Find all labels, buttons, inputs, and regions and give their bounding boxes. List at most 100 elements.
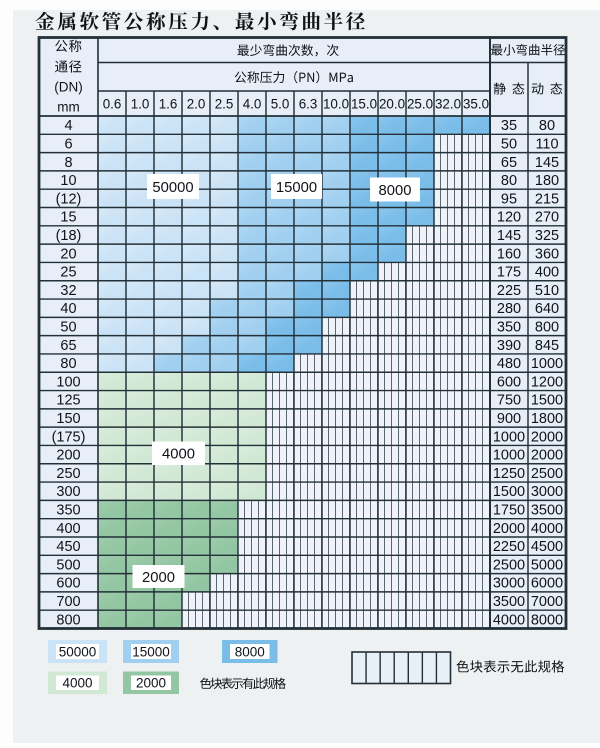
svg-text:15000: 15000 bbox=[132, 644, 170, 659]
svg-text:25.0: 25.0 bbox=[407, 97, 433, 112]
svg-text:400: 400 bbox=[535, 265, 559, 281]
svg-text:2000: 2000 bbox=[142, 570, 175, 586]
svg-text:35.0: 35.0 bbox=[463, 97, 489, 112]
svg-text:15.0: 15.0 bbox=[351, 97, 377, 112]
svg-text:5000: 5000 bbox=[531, 557, 563, 573]
svg-text:4500: 4500 bbox=[531, 539, 563, 555]
svg-text:800: 800 bbox=[535, 320, 559, 336]
svg-text:4000: 4000 bbox=[62, 676, 92, 691]
svg-text:80: 80 bbox=[60, 356, 76, 372]
svg-text:1.0: 1.0 bbox=[131, 97, 150, 112]
svg-text:510: 510 bbox=[535, 283, 559, 299]
svg-text:120: 120 bbox=[497, 210, 521, 226]
svg-text:2.0: 2.0 bbox=[187, 97, 206, 112]
svg-text:10.0: 10.0 bbox=[323, 97, 349, 112]
svg-text:1250: 1250 bbox=[493, 466, 525, 482]
svg-text:110: 110 bbox=[535, 137, 558, 153]
svg-text:250: 250 bbox=[56, 466, 80, 482]
svg-text:50000: 50000 bbox=[59, 644, 97, 659]
svg-text:2000: 2000 bbox=[136, 676, 166, 691]
svg-text:6.3: 6.3 bbox=[299, 97, 318, 112]
svg-text:25: 25 bbox=[60, 265, 76, 281]
svg-text:32.0: 32.0 bbox=[435, 97, 461, 112]
svg-text:450: 450 bbox=[56, 539, 80, 555]
svg-text:480: 480 bbox=[497, 356, 521, 372]
svg-text:4000: 4000 bbox=[493, 612, 525, 628]
svg-text:65: 65 bbox=[60, 338, 76, 354]
svg-text:2000: 2000 bbox=[531, 448, 563, 464]
svg-text:7000: 7000 bbox=[531, 594, 563, 610]
svg-text:1000: 1000 bbox=[493, 448, 525, 464]
svg-text:1000: 1000 bbox=[493, 429, 525, 445]
svg-text:3000: 3000 bbox=[493, 576, 525, 592]
svg-text:mm: mm bbox=[57, 100, 80, 115]
svg-text:1000: 1000 bbox=[531, 356, 563, 372]
svg-text:40: 40 bbox=[60, 301, 76, 317]
svg-text:1500: 1500 bbox=[531, 393, 563, 409]
svg-text:8000: 8000 bbox=[379, 183, 412, 199]
svg-text:400: 400 bbox=[56, 521, 80, 537]
svg-text:8000: 8000 bbox=[235, 644, 265, 659]
svg-text:4000: 4000 bbox=[162, 447, 195, 463]
svg-text:6000: 6000 bbox=[531, 576, 563, 592]
svg-text:6: 6 bbox=[64, 137, 72, 153]
svg-text:3000: 3000 bbox=[531, 484, 563, 500]
svg-text:350: 350 bbox=[56, 503, 80, 519]
svg-text:32: 32 bbox=[60, 283, 76, 299]
svg-text:0.6: 0.6 bbox=[103, 97, 122, 112]
svg-text:145: 145 bbox=[535, 155, 559, 171]
svg-text:3500: 3500 bbox=[493, 594, 525, 610]
svg-text:800: 800 bbox=[56, 612, 80, 628]
svg-text:700: 700 bbox=[56, 594, 80, 610]
svg-text:80: 80 bbox=[539, 118, 555, 134]
svg-text:100: 100 bbox=[56, 374, 80, 390]
svg-text:640: 640 bbox=[535, 301, 559, 317]
svg-text:3500: 3500 bbox=[531, 503, 563, 519]
svg-text:390: 390 bbox=[497, 338, 521, 354]
svg-text:2500: 2500 bbox=[493, 557, 525, 573]
svg-text:80: 80 bbox=[501, 173, 517, 189]
svg-text:180: 180 bbox=[535, 173, 559, 189]
svg-text:325: 325 bbox=[535, 228, 559, 244]
svg-text:350: 350 bbox=[497, 320, 521, 336]
svg-text:360: 360 bbox=[535, 246, 559, 262]
svg-text:20: 20 bbox=[60, 246, 76, 262]
svg-text:(12): (12) bbox=[56, 191, 82, 207]
svg-text:845: 845 bbox=[535, 338, 559, 354]
svg-text:145: 145 bbox=[497, 228, 521, 244]
svg-text:150: 150 bbox=[56, 411, 80, 427]
svg-text:2250: 2250 bbox=[493, 539, 525, 555]
svg-text:175: 175 bbox=[497, 265, 521, 281]
svg-text:300: 300 bbox=[56, 484, 80, 500]
svg-text:200: 200 bbox=[56, 448, 80, 464]
svg-text:1.6: 1.6 bbox=[159, 97, 178, 112]
svg-text:15: 15 bbox=[60, 210, 76, 226]
svg-text:500: 500 bbox=[56, 557, 80, 573]
svg-text:225: 225 bbox=[497, 283, 521, 299]
svg-text:50: 50 bbox=[501, 137, 517, 153]
svg-text:600: 600 bbox=[56, 576, 80, 592]
svg-text:215: 215 bbox=[535, 191, 559, 207]
svg-text:280: 280 bbox=[497, 301, 521, 317]
svg-text:600: 600 bbox=[497, 374, 521, 390]
svg-text:1200: 1200 bbox=[531, 374, 563, 390]
svg-text:2500: 2500 bbox=[531, 466, 563, 482]
svg-text:65: 65 bbox=[501, 155, 517, 171]
svg-text:15000: 15000 bbox=[276, 180, 317, 196]
svg-text:1500: 1500 bbox=[493, 484, 525, 500]
svg-text:8000: 8000 bbox=[531, 612, 563, 628]
svg-text:95: 95 bbox=[501, 191, 517, 207]
svg-text:35: 35 bbox=[501, 118, 517, 134]
svg-text:160: 160 bbox=[497, 246, 521, 262]
svg-text:2000: 2000 bbox=[531, 429, 563, 445]
svg-text:8: 8 bbox=[64, 155, 72, 171]
svg-text:50000: 50000 bbox=[152, 180, 193, 196]
svg-text:2000: 2000 bbox=[493, 521, 525, 537]
svg-text:4000: 4000 bbox=[531, 521, 563, 537]
svg-text:(18): (18) bbox=[56, 228, 82, 244]
svg-text:5.0: 5.0 bbox=[271, 97, 290, 112]
svg-text:50: 50 bbox=[60, 320, 76, 336]
svg-text:2.5: 2.5 bbox=[215, 97, 234, 112]
svg-text:270: 270 bbox=[535, 210, 559, 226]
svg-text:10: 10 bbox=[60, 173, 76, 189]
